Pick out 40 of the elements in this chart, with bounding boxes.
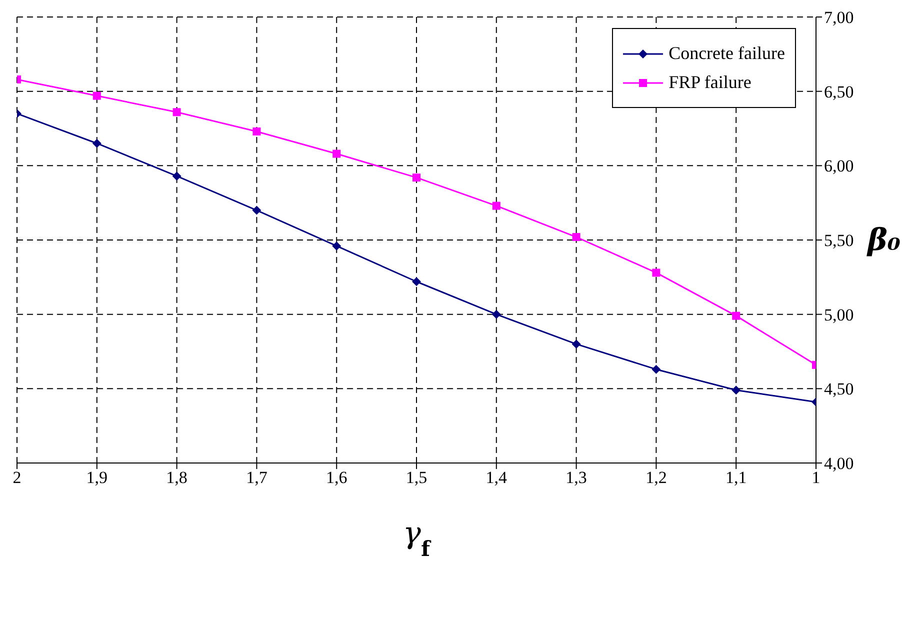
x-tick-label: 1,7 [246, 468, 268, 488]
x-tick-label: 1,5 [406, 468, 428, 488]
point [492, 202, 500, 210]
y-tick-label: 7,00 [824, 8, 854, 28]
x-tick-label: 1,6 [326, 468, 348, 488]
point [412, 277, 421, 286]
x-tick-label: 1,4 [486, 468, 508, 488]
x-tick-label: 1 [812, 468, 820, 488]
point [652, 364, 661, 374]
y-tick-label: 5,00 [824, 305, 854, 324]
x-tick-label: 2 [12, 468, 22, 488]
x-tick-label: 1,2 [646, 468, 667, 488]
point [172, 108, 181, 116]
y-tick-label: 6,00 [824, 156, 854, 176]
legend-label: Concrete failure [668, 43, 785, 64]
point [572, 340, 581, 349]
x-tick-label: 1,1 [725, 468, 747, 488]
x-axis-title: γ$_{f}$ [403, 516, 432, 560]
point [572, 233, 580, 242]
x-tick-label: 1,3 [566, 468, 587, 488]
point [92, 92, 101, 100]
point [92, 138, 102, 148]
y-tick-label: 5,50 [824, 231, 854, 250]
point [652, 268, 660, 277]
legend-label: FRP failure [668, 72, 752, 93]
y-tick-label: 6,50 [824, 82, 854, 102]
point [332, 241, 342, 250]
y-tick-label: 4,00 [824, 454, 854, 474]
x-tick-label: 1,8 [166, 468, 188, 488]
point [252, 127, 261, 136]
point [252, 206, 262, 215]
point [332, 150, 341, 158]
point [172, 172, 182, 181]
y-axis-title: β₀ [866, 223, 901, 258]
point [732, 386, 741, 395]
y-tick-label: 4,50 [824, 380, 854, 399]
x-tick-label: 1,9 [86, 468, 108, 488]
point [732, 312, 740, 320]
point [492, 310, 501, 319]
point [412, 174, 420, 182]
